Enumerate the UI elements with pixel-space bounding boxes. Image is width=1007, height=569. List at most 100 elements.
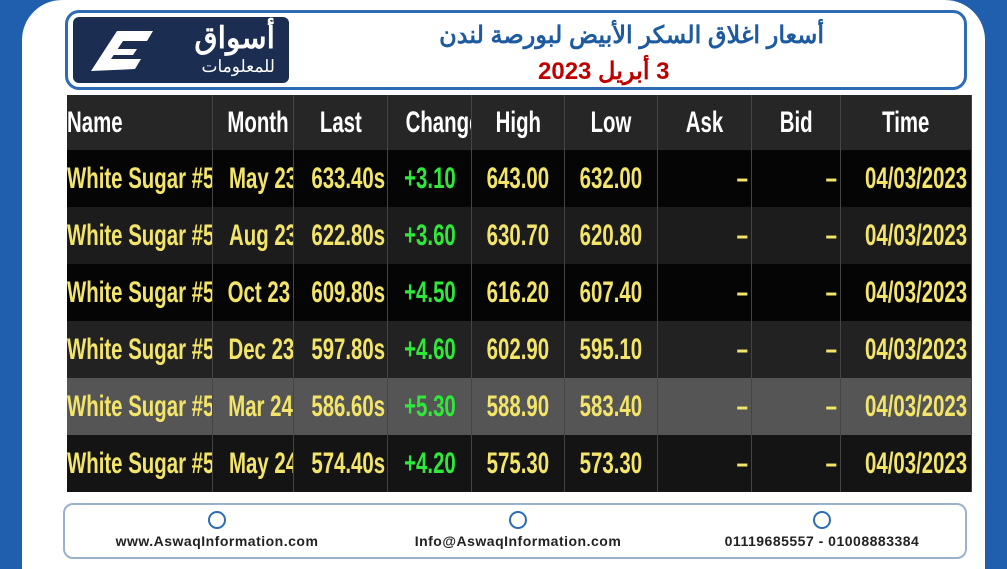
cell: May 23 (212, 150, 294, 207)
cell: Last (293, 95, 388, 150)
table-row: White Sugar #5 Aug 23 622.80s +3.60 630.70 62… (67, 207, 972, 264)
table-row: White Sugar #5 Mar 24 586.60s +5.30 588.90 58… (67, 378, 972, 435)
footer: www.AswaqInformation.com Info@AswaqInfor… (63, 503, 967, 559)
cell-text: White Sugar #5 (67, 275, 213, 309)
cell-text: 04/03/2023 (865, 275, 968, 309)
cell-text: High (495, 105, 541, 139)
cell-text: 607.40 (579, 275, 643, 309)
cell-text: White Sugar #5 (67, 332, 213, 366)
cell-text: 630.70 (486, 218, 550, 252)
cell-text: 04/03/2023 (865, 161, 968, 195)
cell: 04/03/2023 (840, 378, 972, 435)
cell: – (657, 321, 752, 378)
cell: 574.40s (293, 435, 388, 492)
cell: 643.00 (471, 150, 565, 207)
cell: 575.30 (471, 435, 565, 492)
cell-text: Oct 23 (227, 275, 291, 309)
cell: – (657, 378, 752, 435)
cell-text: – (825, 332, 838, 366)
cell: Ask (657, 95, 752, 150)
cell: Bid (751, 95, 841, 150)
cell: Low (564, 95, 658, 150)
cell-text: White Sugar #5 (67, 218, 213, 252)
cell: White Sugar #5 (67, 150, 213, 207)
cell-text: 583.40 (579, 389, 643, 423)
cell-text: – (736, 332, 749, 366)
cell: White Sugar #5 (67, 207, 213, 264)
price-table: Name Month Last Change High Low Ask Bid Time Whit… (67, 95, 972, 492)
cell-text: 04/03/2023 (865, 332, 968, 366)
cell: 630.70 (471, 207, 565, 264)
cell: 607.40 (564, 264, 658, 321)
cell-text: 616.20 (486, 275, 550, 309)
cell-text: +5.30 (403, 389, 456, 423)
email: Info@AswaqInformation.com (383, 511, 653, 549)
cell-text: Ask (685, 105, 724, 139)
cell-text: – (825, 218, 838, 252)
cell: – (751, 207, 841, 264)
cell: 597.80s (293, 321, 388, 378)
cell: – (657, 435, 752, 492)
cell: – (657, 207, 752, 264)
logo-mark (91, 31, 153, 71)
cell: 616.20 (471, 264, 565, 321)
cell-text: Dec 23 (228, 332, 294, 366)
cell-text: 620.80 (579, 218, 643, 252)
cell: 622.80s (293, 207, 388, 264)
cell: 04/03/2023 (840, 321, 972, 378)
cell-text: 633.40s (311, 161, 386, 195)
cell-text: – (736, 446, 749, 480)
cell: 588.90 (471, 378, 565, 435)
cell-text: 595.10 (579, 332, 643, 366)
cell: – (751, 378, 841, 435)
cell: Name (67, 95, 213, 150)
cell: +4.60 (387, 321, 472, 378)
cell-text: Month (227, 105, 289, 139)
cell: White Sugar #5 (67, 264, 213, 321)
cell: – (657, 150, 752, 207)
cell-text: White Sugar #5 (67, 389, 213, 423)
cell-text: 609.80s (311, 275, 386, 309)
cell-text: 04/03/2023 (865, 218, 968, 252)
cell: +4.50 (387, 264, 472, 321)
cell-text: White Sugar #5 (67, 446, 213, 480)
cell-text: +3.60 (403, 218, 456, 252)
cell: – (751, 150, 841, 207)
cell: 595.10 (564, 321, 658, 378)
cell: 04/03/2023 (840, 207, 972, 264)
cell-text: – (736, 389, 749, 423)
cell: – (751, 321, 841, 378)
cell-text: +4.60 (403, 332, 456, 366)
cell-text: – (825, 275, 838, 309)
cell-text: 622.80s (311, 218, 386, 252)
cell: +3.10 (387, 150, 472, 207)
header-row: Name Month Last Change High Low Ask Bid Time (67, 95, 972, 150)
cell: Mar 24 (212, 378, 294, 435)
cell-text: 575.30 (486, 446, 550, 480)
header: أسواق للمعلومات أسعار اغلاق السكر الأبيض… (65, 10, 967, 90)
cell-text: – (825, 161, 838, 195)
cell: White Sugar #5 (67, 321, 213, 378)
cell: – (751, 435, 841, 492)
table-row: White Sugar #5 Dec 23 597.80s +4.60 602.90 59… (67, 321, 972, 378)
cell: – (751, 264, 841, 321)
cell-text: May 23 (229, 161, 294, 195)
cell: 586.60s (293, 378, 388, 435)
cell: 632.00 (564, 150, 658, 207)
cell-text: Mar 24 (228, 389, 293, 423)
cell: Month (212, 95, 294, 150)
cell-text: 04/03/2023 (865, 389, 968, 423)
cell: Dec 23 (212, 321, 294, 378)
cell-text: Name (67, 105, 123, 139)
cell: 04/03/2023 (840, 150, 972, 207)
cell: 04/03/2023 (840, 435, 972, 492)
cell: Time (840, 95, 972, 150)
cell-text: Low (590, 105, 632, 139)
table-row: White Sugar #5 May 23 633.40s +3.10 643.00 63… (67, 150, 972, 207)
cell: – (657, 264, 752, 321)
cell: 04/03/2023 (840, 264, 972, 321)
cell: Change (387, 95, 472, 150)
cell-text: – (825, 389, 838, 423)
cell-text: 588.90 (486, 389, 550, 423)
cell-text: May 24 (229, 446, 294, 480)
